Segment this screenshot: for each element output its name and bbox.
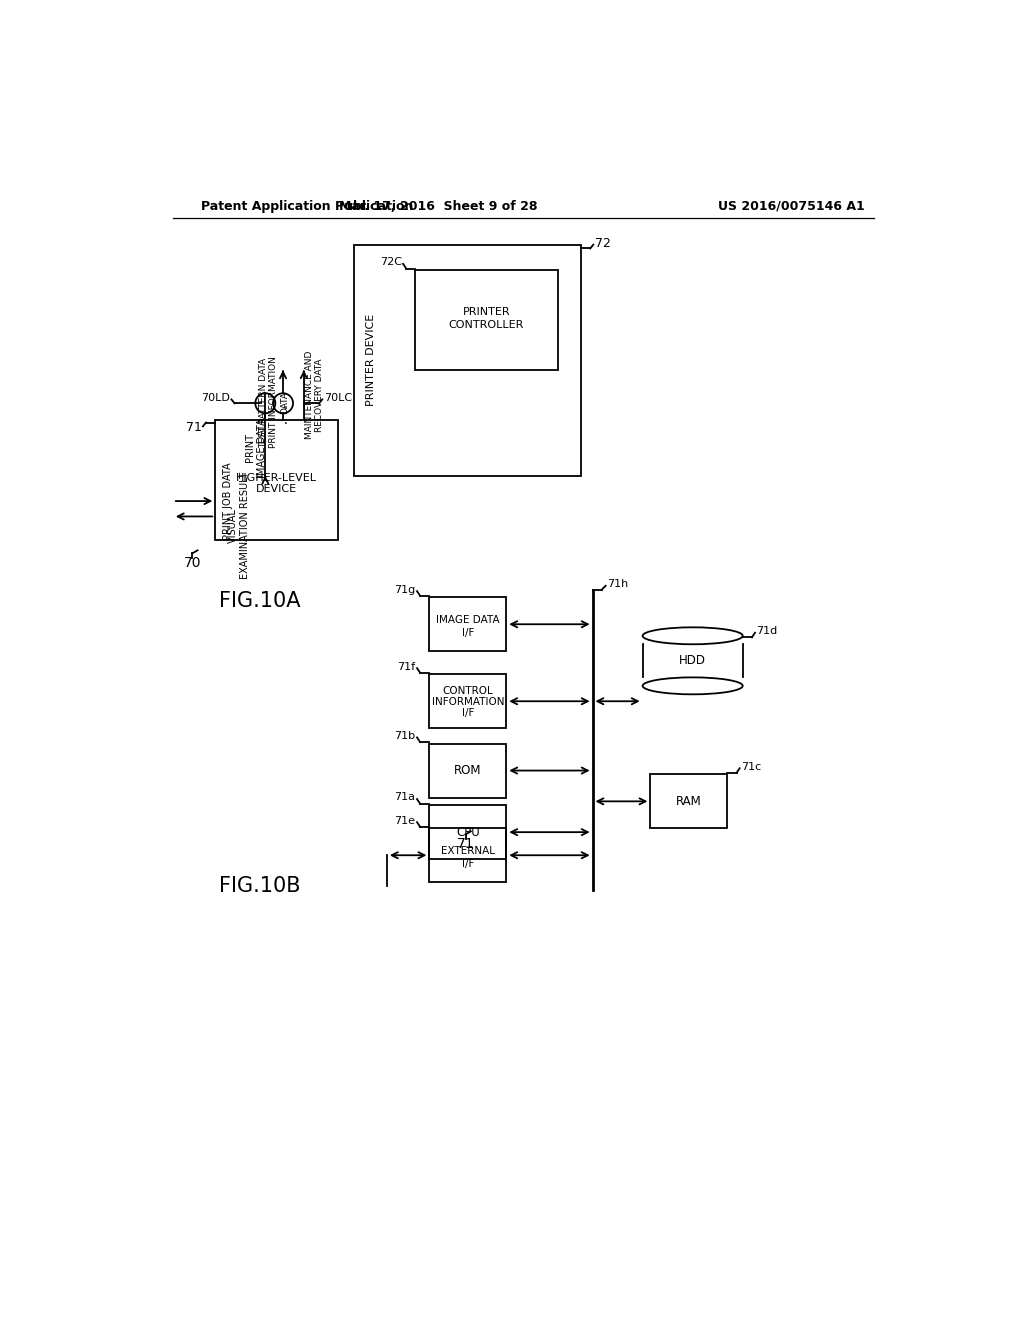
Text: 70: 70 <box>183 556 201 570</box>
Bar <box>650 775 727 829</box>
Text: EXTERNAL: EXTERNAL <box>440 846 495 857</box>
Text: RAM: RAM <box>676 795 701 808</box>
Text: PRINT JOB DATA: PRINT JOB DATA <box>223 462 233 540</box>
Bar <box>429 597 506 651</box>
Text: FIG.10B: FIG.10B <box>219 876 301 896</box>
Text: FIG.10A: FIG.10A <box>219 591 301 611</box>
Text: 71: 71 <box>457 837 474 850</box>
Text: VISUAL
EXAMINATION RESULT: VISUAL EXAMINATION RESULT <box>228 473 250 579</box>
Text: DEVICE: DEVICE <box>256 484 297 495</box>
Text: Patent Application Publication: Patent Application Publication <box>202 199 414 213</box>
Text: 71e: 71e <box>394 816 416 825</box>
Bar <box>429 675 506 729</box>
Text: 71c: 71c <box>741 762 762 772</box>
Text: PRINTER: PRINTER <box>463 308 510 317</box>
Text: CPU: CPU <box>456 825 479 838</box>
Text: CONTROL: CONTROL <box>442 686 494 696</box>
Text: Mar. 17, 2016  Sheet 9 of 28: Mar. 17, 2016 Sheet 9 of 28 <box>339 199 538 213</box>
Text: CONTROLLER: CONTROLLER <box>449 321 524 330</box>
Bar <box>429 805 506 859</box>
Bar <box>215 420 339 540</box>
Text: 70LD: 70LD <box>201 393 230 403</box>
Text: ROM: ROM <box>454 764 481 777</box>
Text: I/F: I/F <box>462 708 474 718</box>
Bar <box>429 743 506 797</box>
Text: 70LC: 70LC <box>324 393 352 403</box>
Text: I/F: I/F <box>462 628 474 638</box>
Bar <box>354 244 581 475</box>
Text: HDD: HDD <box>679 653 707 667</box>
Bar <box>429 829 506 882</box>
Text: 72C: 72C <box>380 257 401 268</box>
Text: I/F: I/F <box>462 859 474 869</box>
Text: HIGHER-LEVEL: HIGHER-LEVEL <box>237 473 317 483</box>
Text: 71g: 71g <box>394 585 416 594</box>
Text: PRINT
IMAGE DATA: PRINT IMAGE DATA <box>246 418 267 478</box>
Text: 71: 71 <box>185 421 202 434</box>
Text: MAINTENANCE AND
RECOVERY DATA: MAINTENANCE AND RECOVERY DATA <box>305 351 325 440</box>
Text: 71h: 71h <box>607 579 629 589</box>
Text: TEST PATTERN DATA
PRINT INFORMATION
DATA: TEST PATTERN DATA PRINT INFORMATION DATA <box>259 356 289 449</box>
Text: 71f: 71f <box>397 661 416 672</box>
Text: ·
  ·: · · <box>274 401 288 432</box>
Bar <box>416 271 558 370</box>
Text: 72: 72 <box>595 236 610 249</box>
Text: 71a: 71a <box>394 792 416 803</box>
Text: INFORMATION: INFORMATION <box>431 697 504 708</box>
Text: 71d: 71d <box>757 626 778 636</box>
Text: US 2016/0075146 A1: US 2016/0075146 A1 <box>718 199 864 213</box>
Text: PRINTER DEVICE: PRINTER DEVICE <box>366 314 376 407</box>
Text: IMAGE DATA: IMAGE DATA <box>436 615 500 626</box>
Text: 71b: 71b <box>394 731 416 741</box>
